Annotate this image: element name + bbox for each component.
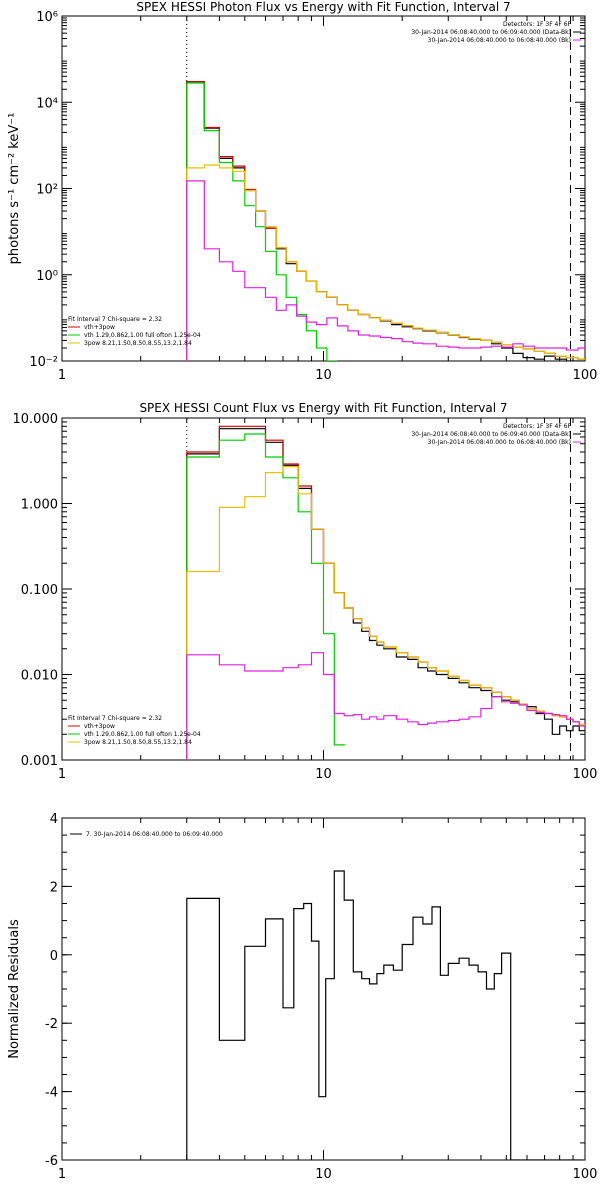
legend-bottom-left-line: 3pow 8.21,1.50,8.50,8.55,13.2,1.84 [84,340,192,347]
panel-1: SPEX HESSI Photon Flux vs Energy with Fi… [7,0,597,383]
legend-bottom-left-line: vth+3pow [84,324,115,331]
series-vth [186,433,346,760]
x-tick-label: 100 [573,368,598,383]
y-tick-label: 0 [50,949,58,964]
x-tick-label: 100 [573,1167,598,1182]
y-axis-label: Normalized Residuals [7,919,22,1059]
panel-2: SPEX HESSI Count Flux vs Energy with Fit… [13,401,598,782]
legend-bottom-left-line: Fit Interval 7 Chi-square = 2.32 [68,316,162,323]
legend-bottom-left-line: vth 1.29,0.862,1.00 full ofton 1.25e-04 [84,731,201,738]
chart-title: SPEX HESSI Count Flux vs Energy with Fit… [139,401,507,415]
legend-top-right-line: 30-Jan-2014 06:08:40.000 to 06:09:40.000… [411,29,571,36]
x-tick-label: 10 [315,1167,332,1182]
x-tick-label: 100 [573,767,598,782]
y-tick-label: 4 [50,812,58,827]
series-group [186,425,585,760]
x-tick-label: 10 [315,368,332,383]
series-data [186,81,585,361]
y-tick-label: 0.001 [21,754,58,769]
legend-top-left-line: 7. 30-Jan-2014 06:08:40.000 to 06:09:40.… [86,831,223,838]
x-tick-label: 1 [58,368,66,383]
legend-top-right-line: 30-Jan-2014 06:08:40.000 to 06:08:40.000… [428,37,571,44]
legend-top-right-line: Detectors: 1F 3F 4F 6F [503,21,572,28]
y-tick-label: 10⁴ [36,96,58,111]
chart-title: SPEX HESSI Photon Flux vs Energy with Fi… [136,0,510,14]
y-tick-label: -2 [45,1017,58,1032]
series-bk [186,652,585,760]
series-vth+3pow [186,81,585,361]
x-tick-label: 10 [315,767,332,782]
series-residuals [186,870,584,1160]
legend-bottom-left-line: Fit Interval 7 Chi-square = 2.32 [68,715,162,722]
series-data [186,428,585,760]
legend-top-right-line: 30-Jan-2014 06:08:40.000 to 06:09:40.000… [411,431,571,438]
y-tick-label: 10⁰ [36,269,58,284]
legend-bottom-left-line: vth 1.29,0.862,1.00 full ofton 1.25e-04 [84,332,201,339]
y-tick-label: 10⁻² [29,355,58,370]
x-tick-label: 1 [58,767,66,782]
x-tick-label: 1 [58,1167,66,1182]
y-tick-label: 10⁶ [36,10,58,25]
y-tick-label: 10² [36,183,58,198]
series-3pow [186,466,585,760]
y-tick-label: 0.010 [21,669,58,684]
legend-top-right-line: 30-Jan-2014 06:08:40.000 to 06:08:40.000… [428,439,571,446]
y-tick-label: 1.000 [21,498,58,513]
series-bk [186,180,585,361]
legend-bottom-left-line: vth+3pow [84,723,115,730]
y-tick-label: 0.100 [21,583,58,598]
series-group [186,81,585,361]
panel-3: 1 10 100 -6 -4 -2 0 2 4 Normalized Residuals 7. 30… [7,812,597,1182]
series-3pow [186,164,585,361]
series-group [186,870,584,1160]
series-vth [186,82,338,361]
plot-frame [61,817,586,1161]
plot-frame [61,15,586,362]
y-axis-label: photons s⁻¹ cm⁻² keV⁻¹ [7,113,22,265]
y-tick-label: -6 [45,1154,58,1169]
legend-bottom-left-line: 3pow 8.21,1.50,8.50,8.55,13.2,1.84 [84,739,192,746]
y-tick-label: 10.000 [13,412,59,427]
y-tick-label: 2 [50,880,58,895]
series-vth+3pow [186,425,585,760]
y-tick-label: -4 [45,1086,58,1101]
legend-top-right-line: Detectors: 1F 3F 4F 6F [503,423,572,430]
